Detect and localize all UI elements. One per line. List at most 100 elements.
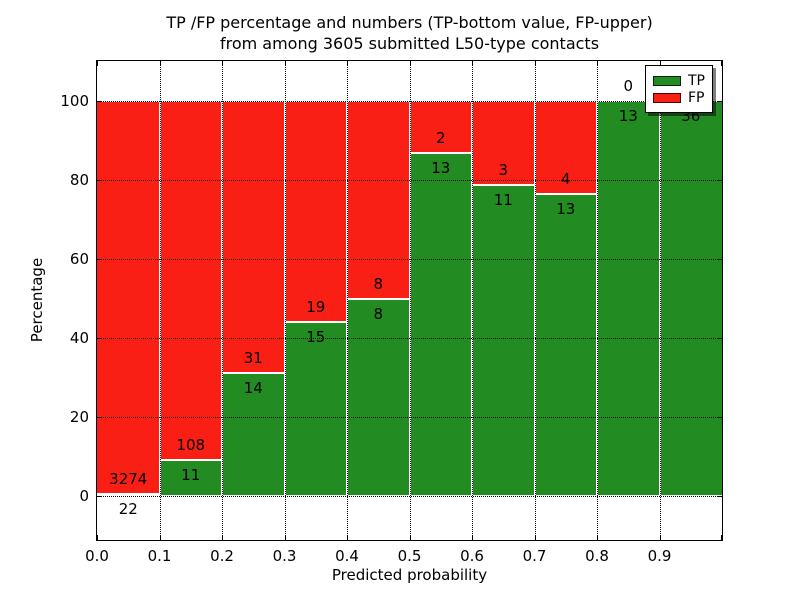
x-tick-bottom bbox=[284, 535, 286, 540]
gridline-vertical bbox=[472, 61, 473, 540]
chart-title: TP /FP percentage and numbers (TP-bottom… bbox=[97, 12, 722, 54]
legend-entry-fp: FP bbox=[653, 90, 705, 106]
bar-fp-segment bbox=[222, 100, 285, 374]
legend-entry-tp: TP bbox=[653, 73, 705, 89]
x-tick-label: 0.0 bbox=[85, 547, 109, 565]
bar-edge-boundary bbox=[472, 184, 535, 187]
gridline-vertical bbox=[659, 61, 661, 540]
y-tick-left bbox=[97, 258, 102, 260]
bar-label-fp: 8 bbox=[373, 274, 384, 293]
bar-edge-boundary bbox=[347, 297, 410, 300]
y-tick-label: 20 bbox=[69, 408, 89, 427]
gridline-vertical bbox=[409, 61, 411, 540]
x-tick-label: 0.9 bbox=[647, 547, 672, 565]
bar-fp-segment bbox=[534, 100, 597, 194]
bar-fp-segment bbox=[159, 100, 222, 460]
x-tick-bottom bbox=[97, 535, 98, 540]
bar-fp-segment bbox=[347, 100, 410, 299]
bar-tp-segment bbox=[222, 373, 285, 497]
x-tick-label: 0.4 bbox=[335, 547, 359, 565]
legend-label-fp: FP bbox=[688, 89, 705, 106]
bar-fp-segment bbox=[97, 100, 160, 494]
x-axis-label: Predicted probability bbox=[331, 566, 488, 584]
bar-label-fp: 4 bbox=[560, 169, 571, 188]
y-tick-right bbox=[717, 338, 722, 340]
x-tick-top bbox=[472, 61, 473, 66]
x-tick-top bbox=[97, 61, 98, 66]
y-axis-label: Percentage bbox=[28, 257, 46, 343]
y-tick-left bbox=[97, 179, 102, 181]
x-tick-label: 0.8 bbox=[585, 547, 609, 565]
bar-label-tp: 8 bbox=[373, 304, 384, 323]
gridline-vertical bbox=[222, 61, 223, 540]
bar-label-fp: 2 bbox=[435, 129, 446, 148]
bar-label-fp: 31 bbox=[243, 349, 263, 368]
bar-label-tp: 15 bbox=[306, 327, 326, 346]
bar-label-tp: 13 bbox=[618, 106, 638, 125]
bar-label-tp: 14 bbox=[243, 379, 263, 398]
legend: TP FP bbox=[645, 65, 713, 113]
y-tick-left bbox=[97, 338, 102, 340]
x-tick-bottom bbox=[347, 535, 348, 540]
legend-swatch-fp bbox=[653, 92, 681, 103]
bar-tp-segment bbox=[597, 100, 660, 497]
bar-label-tp: 22 bbox=[118, 499, 138, 518]
x-tick-top bbox=[659, 61, 661, 66]
x-tick-label: 0.1 bbox=[147, 547, 172, 565]
x-tick-label: 0.7 bbox=[522, 547, 547, 565]
x-tick-bottom bbox=[534, 535, 536, 540]
gridline-vertical bbox=[597, 61, 598, 540]
bar-fp-segment bbox=[409, 100, 472, 154]
bar-label-fp: 19 bbox=[306, 297, 326, 316]
x-tick-label: 0.6 bbox=[460, 547, 484, 565]
plot-area: 2232741110814311519881321131341303600.00… bbox=[60, 60, 723, 565]
x-tick-bottom bbox=[659, 535, 661, 540]
bar-tp-segment bbox=[534, 193, 597, 497]
bar-label-fp: 3274 bbox=[109, 469, 148, 488]
y-tick-right bbox=[717, 417, 722, 419]
x-tick-label: 0.5 bbox=[397, 547, 422, 565]
y-tick-left bbox=[97, 496, 102, 498]
x-tick-bottom bbox=[472, 535, 473, 540]
legend-swatch-tp bbox=[653, 75, 681, 86]
x-tick-top bbox=[284, 61, 286, 66]
bar-fp-segment bbox=[472, 100, 535, 186]
bar-label-tp: 11 bbox=[181, 465, 201, 484]
bar-tp-segment bbox=[347, 298, 410, 497]
x-tick-top bbox=[159, 61, 161, 66]
bar-label-tp: 13 bbox=[431, 159, 451, 178]
x-tick-label: 0.3 bbox=[272, 547, 297, 565]
x-tick-top bbox=[534, 61, 536, 66]
gridline-vertical bbox=[284, 61, 286, 540]
x-tick-top bbox=[721, 61, 722, 66]
bar-fp-segment bbox=[284, 100, 347, 322]
bar-edge-boundary bbox=[534, 192, 597, 195]
x-tick-bottom bbox=[159, 535, 161, 540]
y-tick-label: 80 bbox=[69, 170, 89, 189]
gridline-vertical bbox=[534, 61, 536, 540]
x-tick-top bbox=[347, 61, 348, 66]
x-tick-bottom bbox=[597, 535, 598, 540]
bar-tp-segment bbox=[97, 493, 160, 497]
chart-title-line1: TP /FP percentage and numbers (TP-bottom… bbox=[166, 13, 653, 32]
gridline-vertical bbox=[159, 61, 161, 540]
bar-label-tp: 13 bbox=[556, 199, 576, 218]
chart-title-line2: from among 3605 submitted L50-type conta… bbox=[219, 34, 600, 53]
legend-label-tp: TP bbox=[688, 72, 705, 89]
bar-tp-segment bbox=[284, 321, 347, 497]
y-tick-left bbox=[97, 417, 102, 419]
x-tick-bottom bbox=[721, 535, 722, 540]
bar-tp-segment bbox=[472, 185, 535, 497]
bar-label-fp: 108 bbox=[176, 435, 206, 454]
bar-tp-segment bbox=[659, 100, 722, 497]
bar-edge-boundary bbox=[222, 372, 285, 375]
bar-edge-boundary bbox=[284, 320, 347, 323]
y-tick-right bbox=[717, 496, 722, 498]
x-tick-label: 0.2 bbox=[210, 547, 234, 565]
y-tick-label: 60 bbox=[69, 249, 89, 268]
y-tick-right bbox=[717, 258, 722, 260]
bar-label-tp: 11 bbox=[493, 191, 513, 210]
x-tick-bottom bbox=[222, 535, 223, 540]
x-tick-top bbox=[409, 61, 411, 66]
